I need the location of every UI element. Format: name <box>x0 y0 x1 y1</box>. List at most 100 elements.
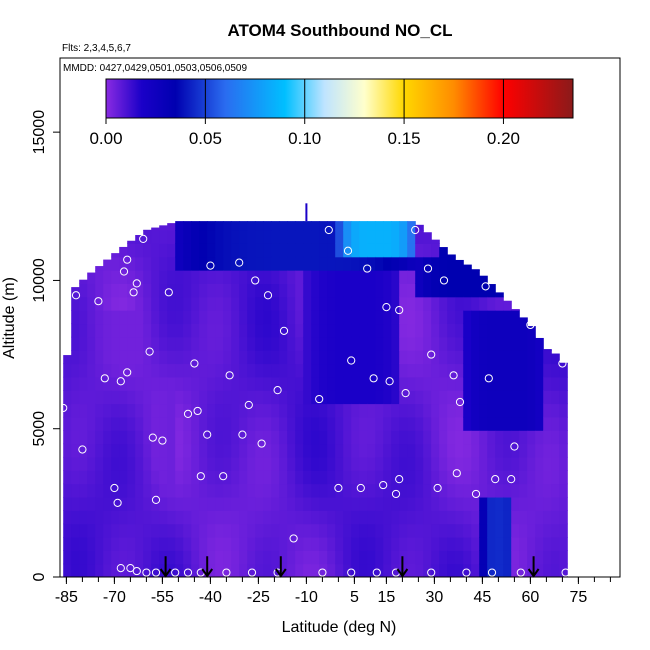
heatmap-cell <box>367 363 376 378</box>
heatmap-cell <box>207 443 216 458</box>
heatmap-cell <box>159 390 168 405</box>
observation-point <box>151 568 161 577</box>
heatmap-cell <box>71 563 80 577</box>
heatmap-cell <box>375 296 384 311</box>
heatmap-cell <box>503 536 512 551</box>
heatmap-cell <box>479 496 488 511</box>
heatmap-cell <box>511 563 520 577</box>
heatmap-cell <box>183 270 192 284</box>
heatmap-cell <box>295 483 304 498</box>
heatmap-cell <box>223 283 232 298</box>
heatmap-cell <box>71 310 80 325</box>
heatmap-cell <box>255 323 264 338</box>
heatmap-cell <box>239 563 248 577</box>
heatmap-cell <box>71 510 80 525</box>
observation-point <box>113 498 122 507</box>
heatmap-cell <box>495 443 504 458</box>
heatmap-cell <box>279 270 288 284</box>
heatmap-cell <box>103 483 112 498</box>
heatmap-cell <box>335 430 344 445</box>
heatmap-cell <box>423 376 432 391</box>
heatmap-cell <box>335 336 344 351</box>
heatmap-cell <box>319 403 328 418</box>
heatmap-cell <box>423 363 432 378</box>
heatmap-cell <box>375 243 384 258</box>
heatmap-cell <box>167 323 176 338</box>
heatmap-cell <box>207 496 216 511</box>
heatmap-cell <box>87 550 96 565</box>
heatmap-cell <box>447 296 456 311</box>
heatmap-cell <box>223 230 232 244</box>
heatmap-cell <box>183 416 192 431</box>
heatmap-cell <box>271 310 280 325</box>
heatmap-cell <box>479 550 488 565</box>
heatmap-cell <box>119 350 128 365</box>
heatmap-cell <box>167 470 176 485</box>
heatmap-cell <box>143 363 152 378</box>
heatmap-cell <box>287 310 296 325</box>
heatmap-cell <box>215 403 224 418</box>
heatmap-cell <box>327 256 336 271</box>
heatmap-cell <box>543 376 552 391</box>
heatmap-cell <box>559 430 568 445</box>
heatmap-cell <box>335 283 344 298</box>
heatmap-cell <box>191 470 200 485</box>
heatmap-cell <box>175 296 184 311</box>
heatmap-cell <box>375 350 384 365</box>
heatmap-cell <box>143 430 152 445</box>
heatmap-cell <box>447 376 456 391</box>
ground-arrow <box>201 556 214 578</box>
heatmap-cell <box>287 270 296 284</box>
heatmap-cell <box>375 483 384 498</box>
heatmap-cell <box>327 470 336 485</box>
heatmap-cell <box>519 523 528 538</box>
heatmap-cell <box>175 256 184 271</box>
observation-markers <box>60 225 570 577</box>
heatmap-cell <box>111 256 120 271</box>
heatmap-cell <box>551 363 560 378</box>
heatmap-cell <box>343 221 352 231</box>
heatmap-cell <box>503 390 512 405</box>
heatmap-cell <box>167 256 176 271</box>
heatmap-cell <box>119 483 128 498</box>
observation-point <box>123 368 132 377</box>
heatmap-cell <box>279 310 288 325</box>
observation-point <box>516 568 525 577</box>
heatmap-cell <box>159 336 168 351</box>
heatmap-cell <box>151 470 160 485</box>
heatmap-cell <box>327 443 336 458</box>
heatmap-cell <box>199 510 208 525</box>
heatmap-cell <box>455 350 464 365</box>
heatmap-cell <box>255 563 264 577</box>
heatmap-cell <box>175 550 184 565</box>
heatmap-cell <box>239 336 248 351</box>
heatmap-cell <box>559 510 568 525</box>
heatmap-cell <box>255 443 264 458</box>
heatmap-cell <box>271 350 280 365</box>
heatmap-cell <box>175 536 184 551</box>
heatmap-cell <box>199 456 208 471</box>
heatmap-cell <box>375 376 384 391</box>
observation-point <box>372 568 381 577</box>
heatmap-cell <box>263 563 272 577</box>
heatmap-cell <box>511 496 520 511</box>
heatmap-cell <box>431 323 440 338</box>
heatmap-cell <box>367 456 376 471</box>
heatmap-cell <box>63 536 72 551</box>
heatmap-cell <box>551 353 560 365</box>
heatmap-cell <box>487 284 496 298</box>
heatmap-cell <box>151 363 160 378</box>
heatmap-cell <box>367 563 376 577</box>
heatmap-cell <box>407 336 416 351</box>
heatmap-cell <box>487 416 496 431</box>
heatmap-cell <box>127 443 136 458</box>
heatmap-cell <box>375 221 384 231</box>
heatmap-cell <box>359 403 368 418</box>
heatmap-cell <box>207 283 216 298</box>
heatmap-cell <box>455 510 464 525</box>
heatmap-cell <box>119 256 128 271</box>
heatmap-cell <box>327 323 336 338</box>
heatmap-cell <box>391 230 400 244</box>
heatmap-cell <box>175 496 184 511</box>
observation-point <box>142 568 151 577</box>
